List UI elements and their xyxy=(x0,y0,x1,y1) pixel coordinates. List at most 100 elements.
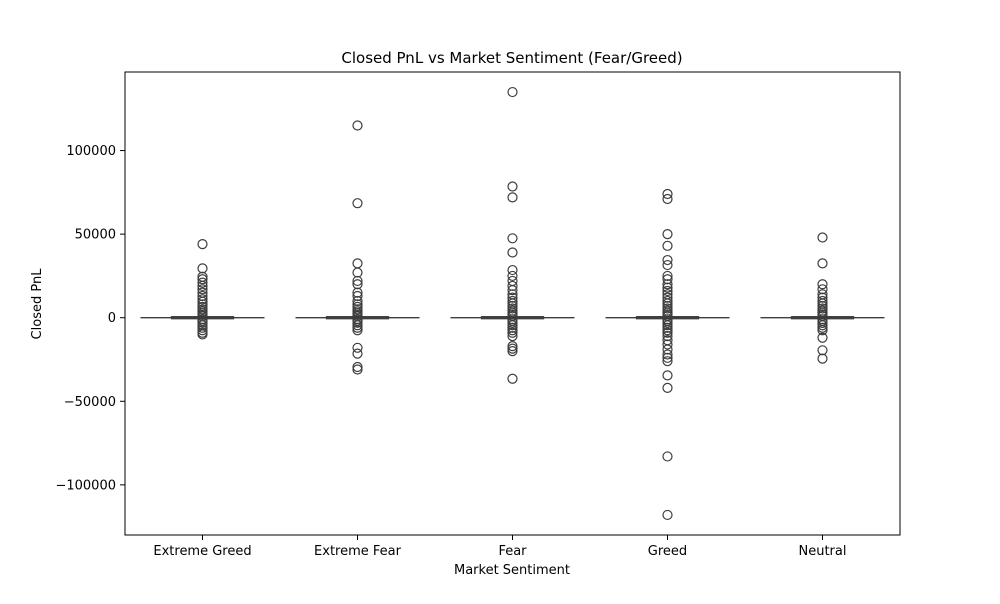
outlier-point xyxy=(352,267,363,278)
outlier-point xyxy=(662,295,673,307)
outlier-point xyxy=(662,274,673,285)
outlier-point xyxy=(662,285,673,297)
outlier-point xyxy=(197,322,208,333)
outlier-point xyxy=(352,342,363,353)
x-tick-label: Fear xyxy=(498,544,527,559)
outlier-point xyxy=(507,343,518,354)
outlier-point xyxy=(197,280,208,292)
outlier-point xyxy=(507,264,518,276)
outlier-point xyxy=(507,233,518,244)
outlier-point xyxy=(662,509,673,521)
outlier-point xyxy=(817,320,828,331)
outlier-point xyxy=(817,300,828,312)
outlier-point xyxy=(817,292,828,303)
outlier-point xyxy=(662,279,673,290)
outlier-point xyxy=(352,322,363,333)
box-group-1 xyxy=(140,239,265,340)
y-tick-label: −100000 xyxy=(55,478,116,493)
outlier-point xyxy=(662,330,673,342)
y-axis: −100000 −50000 0 50000 100000 xyxy=(55,144,125,493)
outlier-point xyxy=(662,240,673,251)
outlier-point xyxy=(507,270,518,282)
outlier-point xyxy=(662,300,673,312)
outlier-point xyxy=(662,193,673,205)
outlier-point xyxy=(352,295,363,307)
outlier-point xyxy=(352,320,363,331)
outlier-point xyxy=(197,294,208,305)
outlier-point xyxy=(507,320,518,331)
outlier-point xyxy=(662,320,673,331)
outlier-point xyxy=(662,282,673,293)
outlier-point xyxy=(197,239,208,250)
outlier-point xyxy=(352,317,363,328)
box-group-4 xyxy=(605,188,730,521)
outlier-point xyxy=(662,322,673,333)
outlier-point xyxy=(352,275,363,287)
outlier-point xyxy=(817,353,828,364)
outlier-point xyxy=(817,295,828,307)
outlier-point xyxy=(662,325,673,336)
box-group-2 xyxy=(295,120,420,375)
x-tick-label: Neutral xyxy=(799,544,847,559)
outlier-point xyxy=(507,295,518,307)
plot-area xyxy=(140,86,885,521)
outlier-point xyxy=(507,341,518,352)
y-tick-label: −50000 xyxy=(64,395,116,410)
y-tick-label: 100000 xyxy=(66,144,116,159)
outlier-point xyxy=(662,382,673,394)
outlier-point xyxy=(197,263,208,274)
outlier-point xyxy=(662,327,673,338)
outlier-point xyxy=(352,198,363,209)
x-tick-label: Greed xyxy=(648,544,687,559)
outlier-point xyxy=(197,290,208,302)
outlier-point xyxy=(352,325,363,336)
outlier-point xyxy=(507,86,518,98)
outlier-point xyxy=(662,352,673,363)
outlier-point xyxy=(507,247,518,258)
outlier-point xyxy=(197,317,208,328)
outlier-point xyxy=(507,280,518,292)
outlier-point xyxy=(817,279,828,290)
outlier-point xyxy=(817,325,828,336)
x-axis: Extreme Greed Extreme Fear Fear Greed Neutra… xyxy=(153,535,846,559)
outlier-point xyxy=(507,330,518,342)
x-tick-label: Extreme Fear xyxy=(314,544,402,559)
outlier-point xyxy=(352,290,363,302)
outlier-point xyxy=(197,325,208,336)
outlier-point xyxy=(817,345,828,356)
outlier-point xyxy=(352,279,363,290)
outlier-point xyxy=(817,332,828,343)
outlier-point xyxy=(197,274,208,285)
outlier-point xyxy=(197,329,208,340)
outlier-point xyxy=(662,229,673,240)
outlier-point xyxy=(507,292,518,303)
outlier-point xyxy=(662,349,673,360)
outlier-point xyxy=(352,258,363,269)
outlier-point xyxy=(817,232,828,243)
outlier-point xyxy=(662,344,673,355)
outlier-point xyxy=(352,287,363,298)
box-group-3 xyxy=(450,86,575,384)
y-axis-label: Closed PnL xyxy=(30,268,45,340)
outlier-point xyxy=(507,285,518,296)
outlier-point xyxy=(507,181,518,192)
outlier-point xyxy=(507,373,518,384)
outlier-point xyxy=(507,327,518,338)
y-tick-label: 50000 xyxy=(75,228,116,243)
outlier-point xyxy=(507,325,518,336)
outlier-point xyxy=(507,346,518,357)
y-tick-label: 0 xyxy=(108,311,116,326)
outlier-point xyxy=(352,364,363,375)
outlier-point xyxy=(817,322,828,333)
box-group-5 xyxy=(760,232,885,364)
outlier-point xyxy=(662,292,673,303)
x-tick-label: Extreme Greed xyxy=(153,544,251,559)
outlier-point xyxy=(662,370,673,381)
outlier-point xyxy=(507,322,518,333)
x-axis-label: Market Sentiment xyxy=(454,563,570,578)
outlier-point xyxy=(662,254,673,266)
outlier-point xyxy=(197,277,208,288)
outlier-point xyxy=(507,300,518,312)
